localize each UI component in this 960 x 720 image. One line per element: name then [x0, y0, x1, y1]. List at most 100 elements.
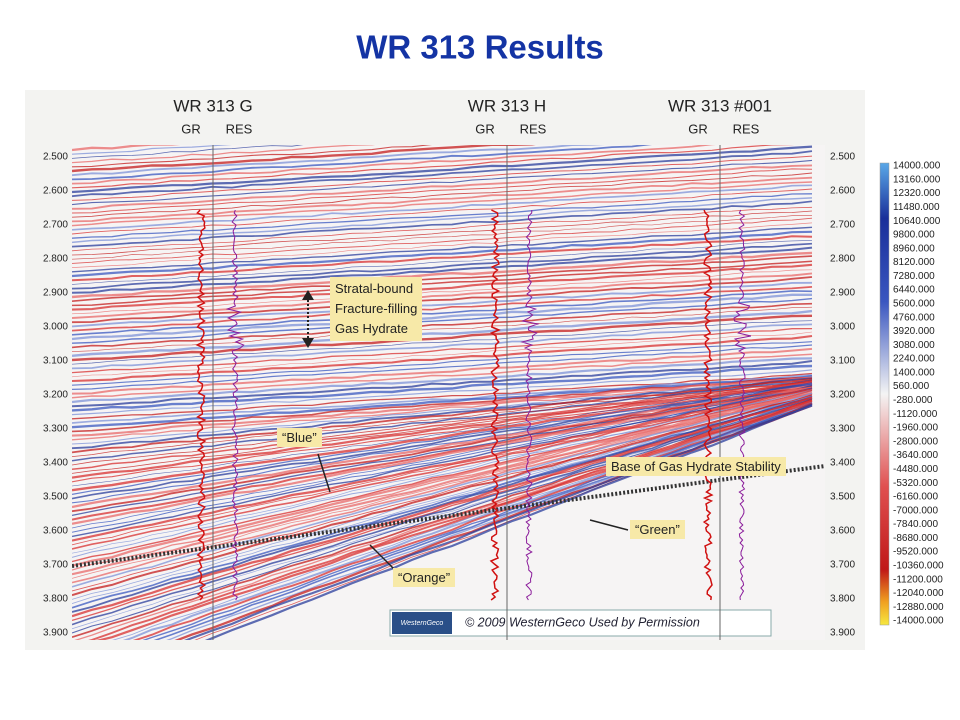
depth-label: 2.500 — [830, 152, 855, 163]
reflection — [72, 386, 813, 525]
colorbar-label: -14000.000 — [893, 616, 944, 627]
reflection — [72, 395, 813, 600]
green-label: “Green” — [630, 520, 685, 539]
reflection — [72, 272, 813, 319]
reflection — [72, 210, 813, 256]
reflection — [142, 403, 813, 640]
depth-label: 2.600 — [830, 186, 855, 197]
depth-label: 3.700 — [43, 560, 68, 571]
reflection — [72, 145, 536, 173]
reflection — [72, 164, 813, 210]
reflection — [72, 398, 813, 626]
reflection — [72, 145, 716, 185]
reflection — [72, 380, 813, 466]
log-name: GR — [181, 121, 201, 136]
reflection — [88, 400, 813, 640]
reflection — [72, 159, 813, 206]
colorbar-label: -11200.000 — [893, 574, 943, 585]
reflection — [72, 217, 813, 264]
depth-label: 3.700 — [830, 560, 855, 571]
colorbar-label: -3640.000 — [893, 450, 938, 461]
reflection — [72, 145, 304, 159]
res-log — [520, 209, 540, 601]
reflection — [72, 293, 812, 341]
colorbar-label: 3920.000 — [893, 326, 935, 337]
depth-label: 3.300 — [43, 424, 68, 435]
reflection — [132, 401, 813, 640]
reflection — [72, 181, 813, 227]
label-line: Fracture-filling — [335, 301, 418, 316]
seismic-reflections — [72, 145, 825, 640]
reflection — [72, 206, 813, 252]
reflection — [72, 145, 606, 177]
label-line: Gas Hydrate — [335, 321, 408, 336]
reflection — [72, 276, 813, 324]
colorbar — [879, 162, 890, 626]
depth-label: 3.200 — [830, 390, 855, 401]
reflection — [72, 309, 813, 357]
well-name: WR 313 G — [173, 96, 252, 115]
reflection — [72, 323, 813, 370]
reflection — [72, 388, 813, 550]
reflection — [72, 235, 813, 282]
res-log — [733, 209, 752, 601]
hydrate-base-line — [72, 464, 825, 568]
reflection — [72, 344, 813, 390]
reflection — [72, 168, 813, 214]
colorbar-label: -7000.000 — [893, 505, 938, 516]
orange-pointer — [369, 544, 396, 571]
reflection — [72, 215, 813, 260]
reflection — [72, 392, 813, 576]
reflection — [72, 357, 813, 404]
reflection — [72, 394, 813, 597]
depth-label: 2.700 — [43, 220, 68, 231]
gr-log — [195, 209, 207, 601]
colorbar-label: 5600.000 — [893, 299, 935, 310]
colorbar-label: -6160.000 — [893, 492, 938, 503]
colorbar-label: 6440.000 — [893, 285, 935, 296]
depth-label: 3.800 — [830, 594, 855, 605]
reflection — [72, 155, 813, 201]
reflection — [72, 347, 813, 395]
stratal-label: Stratal-bound Fracture-filling Gas Hydra… — [330, 277, 423, 341]
base-label: Base of Gas Hydrate Stability — [606, 457, 786, 476]
reflection — [72, 383, 813, 504]
reflection — [72, 193, 813, 239]
reflection — [72, 389, 813, 563]
orange-label: “Orange” — [393, 568, 456, 587]
reflection — [72, 230, 813, 278]
colorbar-label: -12880.000 — [893, 602, 944, 613]
reflection — [72, 396, 813, 618]
depth-label: 3.000 — [43, 322, 68, 333]
reflection — [72, 387, 813, 529]
colorbar-label: -4480.000 — [893, 464, 938, 475]
reflection — [122, 401, 813, 640]
blue-label: “Blue” — [277, 428, 322, 447]
depth-label: 3.100 — [43, 356, 68, 367]
reflection — [72, 327, 813, 374]
colorbar-label: -2800.000 — [893, 436, 938, 447]
reflection — [72, 200, 813, 248]
reflection — [72, 222, 813, 268]
reflection — [72, 297, 813, 344]
reflection — [72, 145, 233, 155]
colorbar-label: 1400.000 — [893, 367, 935, 378]
reflection — [72, 172, 813, 218]
colorbar-label: 14000.000 — [893, 161, 941, 172]
colorbar-label: 8960.000 — [893, 243, 935, 254]
depth-label: 3.600 — [830, 526, 855, 537]
reflection — [72, 260, 813, 307]
reflection — [72, 385, 813, 513]
colorbar-label: -12040.000 — [893, 588, 944, 599]
reflection — [72, 331, 813, 378]
colorbar-label: 9800.000 — [893, 230, 935, 241]
copyright-box — [389, 609, 772, 637]
depth-label: 3.800 — [43, 594, 68, 605]
reflection — [72, 184, 813, 231]
reflection — [72, 246, 813, 294]
depth-label: 2.800 — [830, 254, 855, 265]
depth-label: 2.900 — [43, 288, 68, 299]
well-name: WR 313 H — [468, 96, 546, 115]
depth-label: 2.600 — [43, 186, 68, 197]
depth-label: 2.900 — [830, 288, 855, 299]
